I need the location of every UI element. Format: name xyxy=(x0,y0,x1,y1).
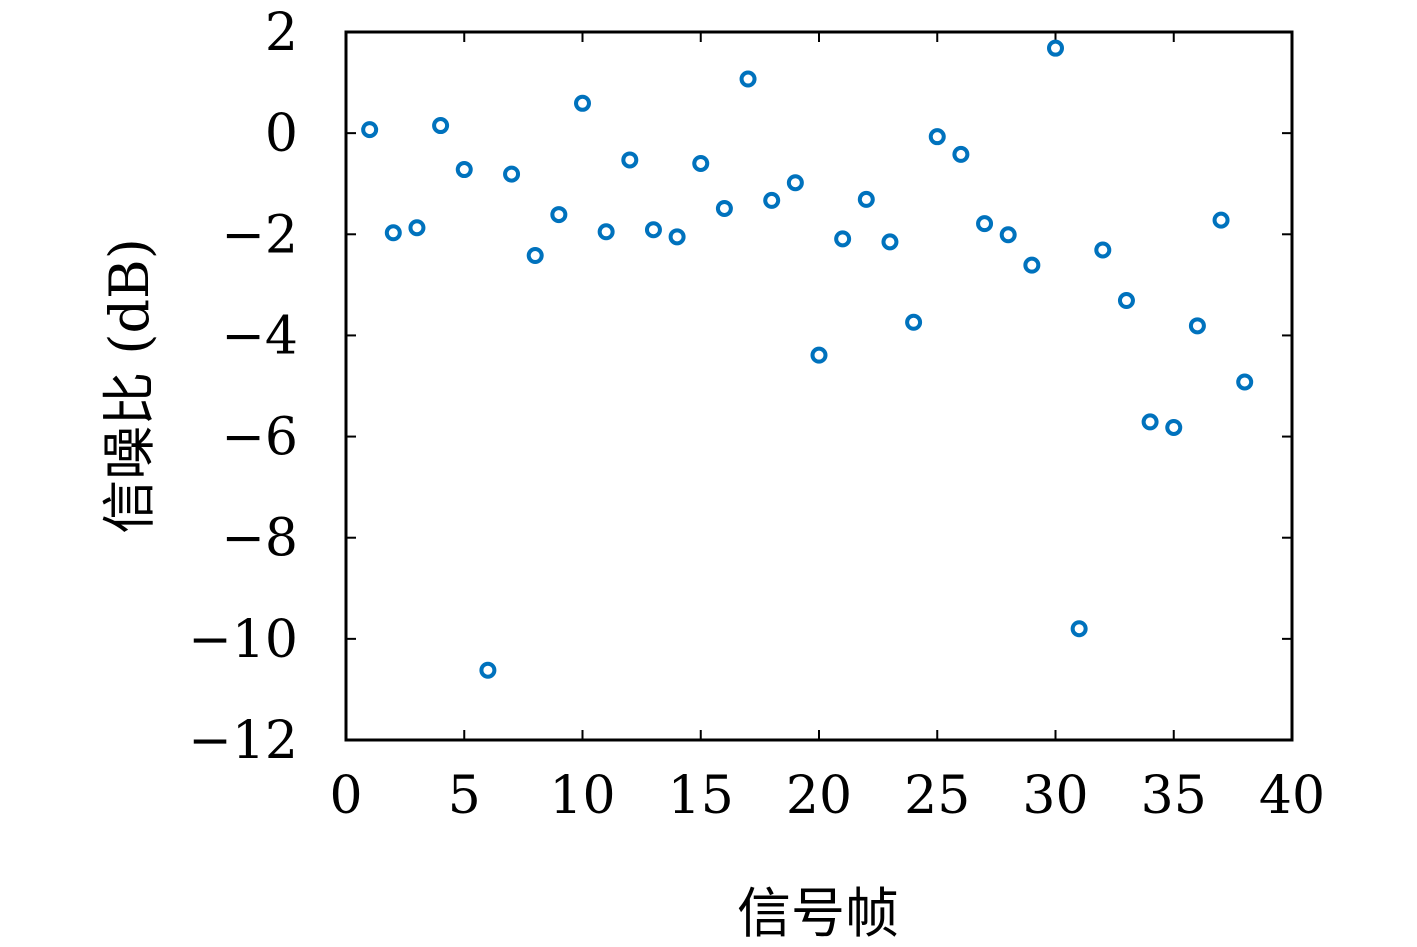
data-point xyxy=(574,94,591,112)
data-point xyxy=(408,219,426,237)
data-point xyxy=(1023,256,1041,274)
data-point xyxy=(834,230,852,248)
data-point xyxy=(1236,373,1254,391)
x-tick-label: 5 xyxy=(448,766,481,826)
plot-border xyxy=(344,30,1294,742)
y-axis-label: 信噪比 (dB) xyxy=(98,238,161,534)
data-point xyxy=(668,228,686,246)
data-point xyxy=(1047,39,1064,57)
plot-frame xyxy=(344,30,1294,742)
y-tick-label: −8 xyxy=(221,509,298,569)
y-tick-label: −6 xyxy=(221,408,298,468)
y-tick-label: 0 xyxy=(265,104,298,164)
x-tick-label: 10 xyxy=(549,766,615,826)
data-point xyxy=(715,199,733,217)
y-tick-label: 2 xyxy=(265,3,298,63)
y-tick-label: −2 xyxy=(221,205,298,265)
data-point xyxy=(455,161,473,179)
x-tick-label: 40 xyxy=(1259,766,1325,826)
y-tick-label: −12 xyxy=(188,711,298,771)
data-point xyxy=(550,206,568,224)
data-point xyxy=(905,313,923,331)
y-tick-label: −10 xyxy=(188,610,298,670)
data-point xyxy=(1094,241,1112,259)
data-point xyxy=(597,223,615,241)
data-point xyxy=(503,165,521,183)
data-series xyxy=(361,39,1254,679)
data-point xyxy=(928,128,946,146)
x-tick-label: 25 xyxy=(904,766,970,826)
x-axis-label: 信号帧 xyxy=(737,882,899,945)
x-tick-label: 20 xyxy=(786,766,852,826)
data-point xyxy=(526,247,544,265)
data-point xyxy=(644,221,662,239)
x-tick-label: 0 xyxy=(329,766,362,826)
data-point xyxy=(786,174,804,192)
data-point xyxy=(384,224,402,242)
data-point xyxy=(763,191,781,209)
data-point xyxy=(1070,620,1088,638)
data-point xyxy=(621,151,639,169)
data-point xyxy=(432,117,450,135)
x-axis: 0 5 10 15 20 25 30 35 40 xyxy=(329,32,1325,826)
data-point xyxy=(1165,418,1183,436)
data-point xyxy=(479,661,497,679)
y-axis: 2 0 −2 −4 −6 −8 −10 −12 xyxy=(188,3,1292,771)
data-point xyxy=(1188,317,1206,335)
data-point xyxy=(976,215,994,233)
data-point xyxy=(1212,211,1230,229)
data-point xyxy=(857,190,875,208)
data-point xyxy=(810,346,828,364)
x-tick-label: 35 xyxy=(1141,766,1207,826)
data-point xyxy=(692,154,710,172)
data-point xyxy=(999,226,1017,244)
data-point xyxy=(361,121,379,139)
data-point xyxy=(881,233,899,251)
data-point xyxy=(739,70,757,88)
y-tick-label: −4 xyxy=(221,306,298,366)
data-point xyxy=(1141,413,1159,431)
data-point xyxy=(1117,292,1135,310)
x-tick-label: 30 xyxy=(1022,766,1088,826)
data-point xyxy=(952,145,970,163)
x-tick-label: 15 xyxy=(668,766,734,826)
